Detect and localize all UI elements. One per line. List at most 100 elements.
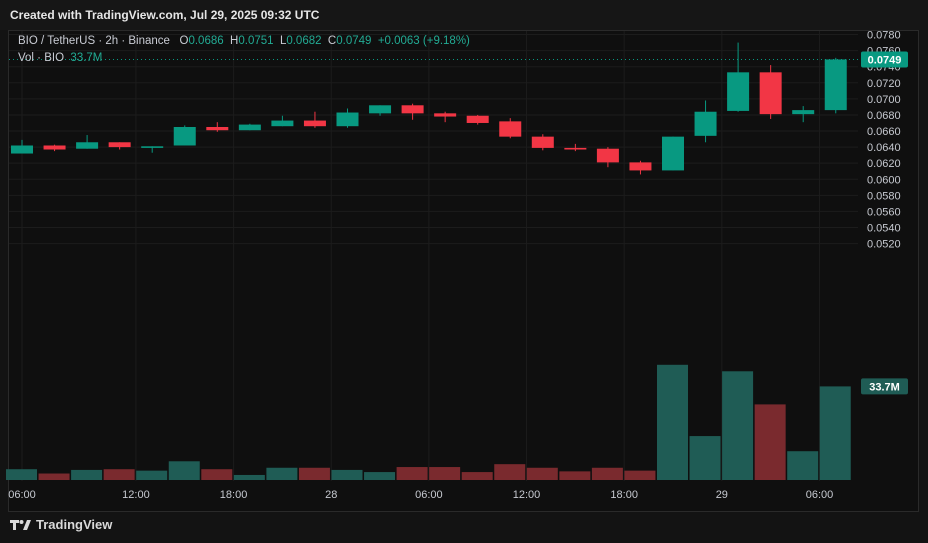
tradingview-brand[interactable]: TradingView <box>10 517 112 532</box>
volume-bar <box>71 469 103 480</box>
candle[interactable] <box>824 57 847 114</box>
volume-bar <box>396 467 428 480</box>
candle-body <box>173 127 196 146</box>
candle-body <box>336 112 359 127</box>
candle[interactable] <box>369 105 392 116</box>
change-value: +0.0063 (+9.18%) <box>377 35 470 47</box>
candle-body <box>43 145 66 150</box>
candle-body <box>141 146 164 148</box>
candle[interactable] <box>401 103 424 120</box>
candle-body <box>466 115 489 123</box>
volume-bar <box>819 386 851 480</box>
volume-bar <box>103 469 135 480</box>
candle[interactable] <box>531 134 554 151</box>
price-axis: 0.07800.07600.07400.07200.07000.06800.06… <box>867 30 901 251</box>
volume-bar <box>754 404 786 480</box>
price-tick-label: 0.0560 <box>867 206 901 218</box>
candle[interactable] <box>271 115 294 127</box>
volume-bar <box>233 474 265 480</box>
volume-bar <box>298 467 330 480</box>
price-tick-label: 0.0700 <box>867 94 901 106</box>
volume-bar <box>38 473 70 480</box>
candle-body <box>727 72 750 111</box>
price-tick-label: 0.0680 <box>867 110 901 122</box>
volume-bars <box>6 364 851 480</box>
time-tick-label: 18:00 <box>220 489 248 501</box>
candle-body <box>499 121 522 137</box>
candle[interactable] <box>629 160 652 175</box>
last-volume-text: 33.7M <box>869 381 900 393</box>
volume-bar <box>201 469 233 480</box>
candle[interactable] <box>564 143 587 152</box>
candle[interactable] <box>434 111 457 123</box>
high-value: 0.0751 <box>238 35 274 47</box>
candle[interactable] <box>499 118 522 139</box>
volume-bar <box>168 461 200 480</box>
candle-body <box>238 124 261 131</box>
tradingview-logo-icon <box>10 519 31 530</box>
candle-body <box>694 111 717 136</box>
candle-body <box>792 110 815 115</box>
volume-value: 33.7M <box>70 52 103 64</box>
time-tick-label: 28 <box>325 489 337 501</box>
volume-bar <box>722 371 754 480</box>
candle-body <box>434 113 457 117</box>
candle-body <box>824 59 847 111</box>
price-tick-label: 0.0520 <box>867 239 901 251</box>
time-tick-label: 12:00 <box>122 489 150 501</box>
candle[interactable] <box>792 106 815 123</box>
close-value: 0.0749 <box>336 35 372 47</box>
volume-bar <box>331 469 363 480</box>
candle[interactable] <box>596 147 619 168</box>
candle[interactable] <box>108 142 131 150</box>
price-tick-label: 0.0580 <box>867 190 901 202</box>
candle[interactable] <box>76 135 99 149</box>
time-axis: 06:00 12:00 18:00 28 06:00 12:00 18:00 29 06:00 <box>8 489 833 501</box>
candle-body <box>564 147 587 150</box>
open-value: 0.0686 <box>188 35 224 47</box>
candle[interactable] <box>11 139 33 154</box>
candle[interactable] <box>694 100 717 143</box>
low-value: 0.0682 <box>286 35 322 47</box>
price-tick-label: 0.0660 <box>867 126 901 138</box>
created-with-text: Created with TradingView.com, Jul 29, 20… <box>10 8 320 22</box>
candle[interactable] <box>662 136 684 171</box>
candle-body <box>206 127 229 131</box>
candle-body <box>271 120 294 127</box>
volume-bar <box>494 464 526 480</box>
low-label: L <box>279 35 287 47</box>
candle[interactable] <box>141 146 164 153</box>
volume-bar <box>461 472 493 480</box>
candle-body <box>596 148 619 163</box>
volume-label: Vol · BIO <box>18 52 65 64</box>
last-price-markers: 0.0749 33.7M <box>9 51 908 395</box>
symbol-label: BIO / TetherUS · 2h · Binance <box>18 35 170 47</box>
price-tick-label: 0.0600 <box>867 174 901 186</box>
candle-body <box>759 72 782 115</box>
time-tick-label: 12:00 <box>513 489 541 501</box>
candle[interactable] <box>206 122 229 132</box>
candle-body <box>629 162 652 171</box>
last-volume-tag <box>861 378 908 395</box>
candle[interactable] <box>303 111 326 128</box>
candle-body <box>108 142 131 148</box>
last-price-text: 0.0749 <box>868 54 902 66</box>
volume-bar <box>591 467 623 480</box>
candle[interactable] <box>727 42 750 112</box>
candle[interactable] <box>43 144 66 152</box>
candle[interactable] <box>238 123 261 131</box>
candle[interactable] <box>466 114 489 125</box>
price-tick-label: 0.0640 <box>867 142 901 154</box>
candle-body <box>401 105 424 114</box>
volume-bar <box>6 469 37 480</box>
time-tick-label: 29 <box>716 489 728 501</box>
volume-bar <box>136 470 168 480</box>
candle[interactable] <box>336 108 359 128</box>
candle-body <box>369 105 392 114</box>
candle-body <box>303 120 326 127</box>
candle[interactable] <box>759 65 782 119</box>
candle[interactable] <box>173 125 196 146</box>
volume-bar <box>689 436 721 480</box>
last-price-tag <box>861 51 908 68</box>
